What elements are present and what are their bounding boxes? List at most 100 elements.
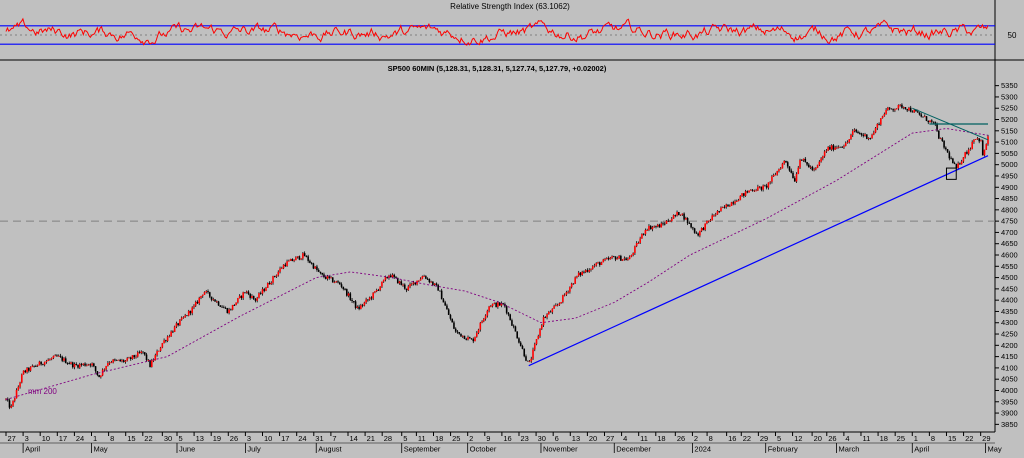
candle-body bbox=[537, 335, 540, 340]
candle-body bbox=[836, 147, 838, 149]
candle-body bbox=[611, 256, 613, 258]
candle-body bbox=[224, 307, 227, 309]
candle-body bbox=[888, 107, 891, 109]
candle-body bbox=[363, 302, 366, 306]
candle-body bbox=[713, 215, 715, 217]
candle-body bbox=[706, 220, 708, 224]
candle-body bbox=[637, 242, 640, 244]
candle-body bbox=[583, 271, 585, 273]
candle-body bbox=[851, 130, 854, 136]
candle-body bbox=[885, 109, 887, 115]
candle-body bbox=[461, 335, 464, 337]
day-tick-label: 29 bbox=[982, 434, 990, 443]
candle-body bbox=[481, 321, 483, 323]
candle-body bbox=[463, 335, 466, 340]
candle-body bbox=[850, 135, 852, 140]
candle-body bbox=[727, 204, 729, 207]
candle-body bbox=[221, 306, 223, 308]
candle-body bbox=[226, 308, 229, 314]
candle-body bbox=[964, 152, 966, 158]
candle-body bbox=[548, 311, 550, 315]
candle-body bbox=[955, 164, 958, 168]
rsi-level-label: 50 bbox=[1008, 31, 1017, 40]
candle-body bbox=[846, 142, 849, 143]
candle-body bbox=[101, 369, 104, 376]
candle-body bbox=[393, 274, 396, 277]
day-tick-label: 9 bbox=[486, 434, 490, 443]
candle-body bbox=[168, 336, 171, 338]
candle-body bbox=[163, 340, 165, 344]
candle-body bbox=[245, 291, 248, 293]
candle-body bbox=[786, 162, 789, 167]
candle-body bbox=[962, 157, 965, 162]
candle-body bbox=[289, 259, 292, 261]
candle-body bbox=[569, 287, 571, 292]
candle-body bbox=[270, 282, 273, 285]
candle-body bbox=[843, 146, 845, 148]
candle-body bbox=[495, 302, 497, 307]
candle-body bbox=[605, 258, 608, 260]
candle-body bbox=[240, 295, 243, 299]
price-tick-label: 4500 bbox=[1001, 273, 1018, 282]
candle-body bbox=[249, 294, 251, 298]
price-tick-label: 5200 bbox=[1001, 115, 1018, 124]
candle-body bbox=[131, 355, 134, 359]
candle-body bbox=[792, 172, 794, 179]
candle-body bbox=[971, 141, 973, 149]
candle-body bbox=[472, 339, 475, 342]
price-tick-label: 4100 bbox=[1001, 363, 1018, 372]
candle-body bbox=[103, 369, 106, 371]
candle-body bbox=[442, 299, 445, 303]
candle-body bbox=[186, 315, 188, 317]
support-trend-line bbox=[528, 155, 989, 367]
day-tick-label: 7 bbox=[332, 434, 336, 443]
candle-body bbox=[24, 370, 27, 373]
day-tick-label: 16 bbox=[503, 434, 511, 443]
candle-body bbox=[244, 292, 246, 294]
candle-body bbox=[193, 305, 195, 308]
candle-body bbox=[555, 305, 557, 307]
candle-body bbox=[45, 361, 48, 363]
candle-body bbox=[266, 282, 269, 288]
day-tick-label: 11 bbox=[418, 434, 426, 443]
candle-body bbox=[699, 230, 701, 236]
candle-body bbox=[969, 148, 972, 150]
candle-body bbox=[574, 277, 576, 284]
candle-body bbox=[124, 360, 127, 362]
candle-body bbox=[135, 356, 137, 358]
month-label: 2024 bbox=[694, 445, 711, 454]
candle-body bbox=[563, 294, 566, 296]
candle-body bbox=[674, 215, 677, 216]
candle-body bbox=[247, 291, 250, 295]
candle-body bbox=[540, 325, 543, 329]
price-tick-label: 4150 bbox=[1001, 352, 1018, 361]
candle-body bbox=[184, 315, 186, 318]
candle-body bbox=[544, 317, 547, 318]
candle-body bbox=[214, 299, 216, 302]
day-tick-label: 16 bbox=[728, 434, 736, 443]
month-label: August bbox=[318, 445, 342, 454]
candle-body bbox=[683, 213, 685, 220]
candle-body bbox=[395, 276, 397, 278]
month-label: February bbox=[768, 445, 798, 454]
price-tick-label: 4900 bbox=[1001, 183, 1018, 192]
day-tick-label: 8 bbox=[709, 434, 713, 443]
candle-body bbox=[518, 338, 520, 343]
candle-body bbox=[439, 290, 441, 292]
day-tick-label: 27 bbox=[606, 434, 614, 443]
candle-body bbox=[432, 281, 434, 285]
candle-body bbox=[922, 116, 924, 118]
candle-body bbox=[514, 326, 517, 332]
candle-body bbox=[122, 360, 125, 362]
candle-body bbox=[84, 363, 86, 366]
price-tick-label: 4650 bbox=[1001, 239, 1018, 248]
candle-body bbox=[519, 342, 522, 347]
candle-body bbox=[642, 234, 645, 235]
candle-body bbox=[730, 202, 733, 207]
candle-body bbox=[614, 256, 617, 260]
day-tick-label: 28 bbox=[384, 434, 392, 443]
candle-body bbox=[335, 281, 338, 283]
candle-body bbox=[465, 339, 468, 340]
candle-body bbox=[212, 299, 215, 301]
candle-body bbox=[500, 303, 503, 306]
